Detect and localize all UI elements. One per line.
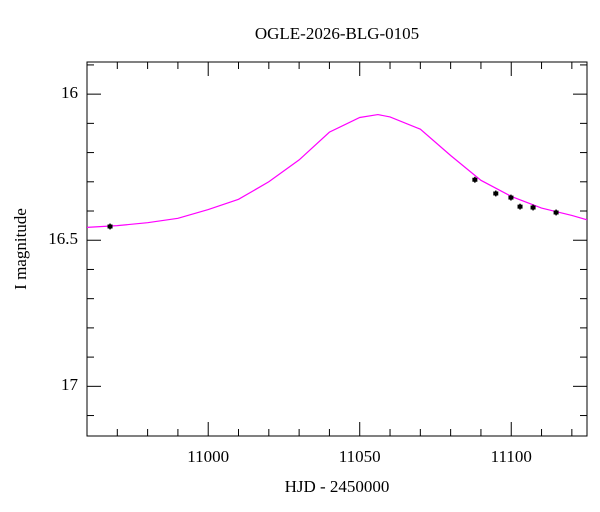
chart-title: OGLE-2026-BLG-0105 xyxy=(255,24,419,43)
model-curve xyxy=(86,113,588,228)
data-point xyxy=(553,210,559,215)
data-point xyxy=(517,204,523,209)
x-tick-label: 11050 xyxy=(339,447,381,466)
plot-frame xyxy=(86,61,588,437)
data-point xyxy=(107,224,113,229)
data-point xyxy=(530,205,536,210)
data-point xyxy=(493,191,499,196)
data-point xyxy=(508,195,514,200)
x-tick-label: 11000 xyxy=(187,447,229,466)
y-tick-label: 17 xyxy=(61,375,79,394)
x-axis-label: HJD - 2450000 xyxy=(285,477,390,496)
y-tick-label: 16.5 xyxy=(48,229,78,248)
y-axis-label: I magnitude xyxy=(11,208,30,290)
x-tick-label: 11100 xyxy=(491,447,532,466)
y-tick-label: 16 xyxy=(61,83,78,102)
data-point xyxy=(472,177,478,182)
